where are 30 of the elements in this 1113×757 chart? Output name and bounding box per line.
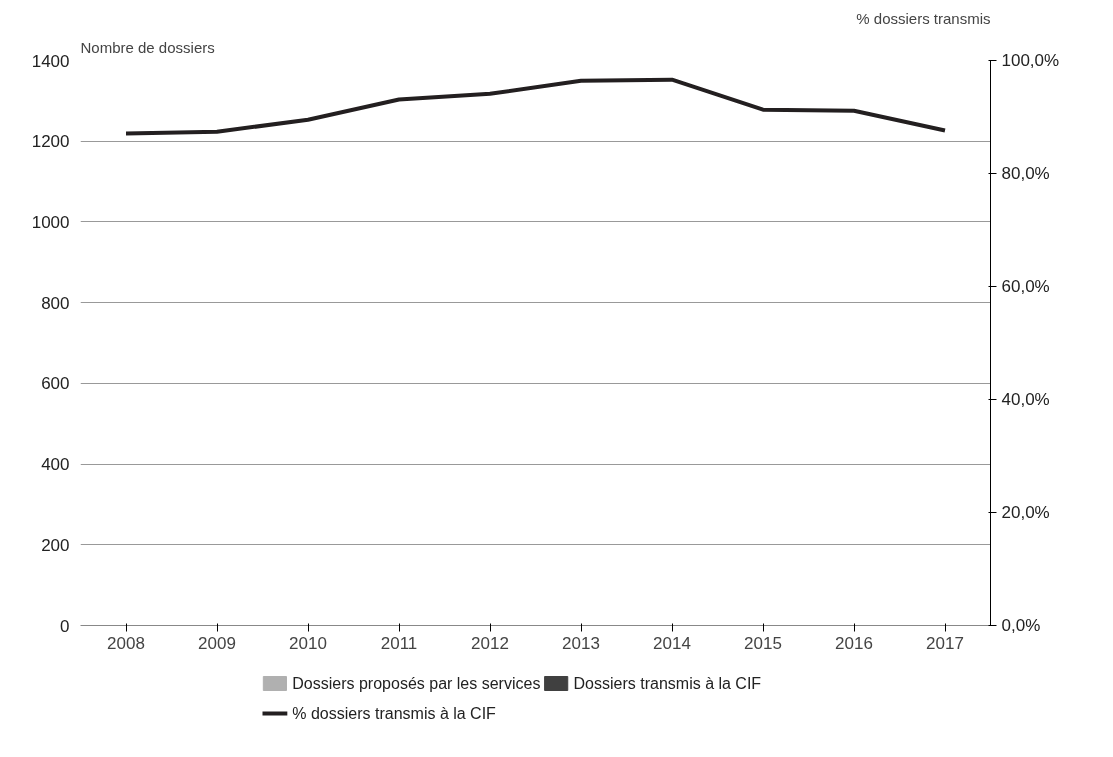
y-tick-label: 1200 [31, 132, 70, 152]
line-series [124, 77, 947, 136]
y-tick-label: 600 [41, 374, 70, 394]
y-tick-label: 0 [60, 616, 70, 636]
legend-label: Dossiers proposés par les services [292, 675, 541, 692]
y2-tick-label: 40,0% [1001, 390, 1050, 409]
x-tick-label: 2012 [471, 633, 509, 653]
x-tick-label: 2017 [926, 633, 964, 653]
y2-tick-label: 100,0% [1001, 51, 1060, 70]
y-tick-label: 800 [41, 293, 70, 313]
y-tick-label: 1400 [31, 51, 70, 71]
legend-label: % dossiers transmis à la CIF [292, 705, 497, 722]
y2-tick-label: 20,0% [1001, 503, 1050, 522]
y-axis-title: Nombre de dossiers [80, 38, 215, 56]
x-tick-label: 2010 [289, 633, 327, 653]
y-tick-label: 200 [41, 535, 70, 555]
y2-axis-title: % dossiers transmis [856, 9, 991, 27]
y-tick-label: 400 [41, 455, 70, 475]
x-tick-label: 2016 [835, 633, 873, 653]
y2-tick-label: 0,0% [1001, 616, 1041, 635]
x-tick-label: 2014 [653, 633, 691, 653]
x-tick-label: 2009 [198, 633, 236, 653]
y2-tick-label: 80,0% [1001, 164, 1050, 183]
x-tick-label: 2015 [744, 633, 782, 653]
y2-tick-label: 60,0% [1001, 277, 1050, 296]
x-tick-label: 2008 [107, 633, 145, 653]
y-tick-label: 1000 [31, 212, 70, 232]
x-tick-label: 2013 [562, 633, 600, 653]
x-tick-label: 2011 [380, 633, 418, 653]
legend-label: Dossiers transmis à la CIF [573, 675, 762, 692]
